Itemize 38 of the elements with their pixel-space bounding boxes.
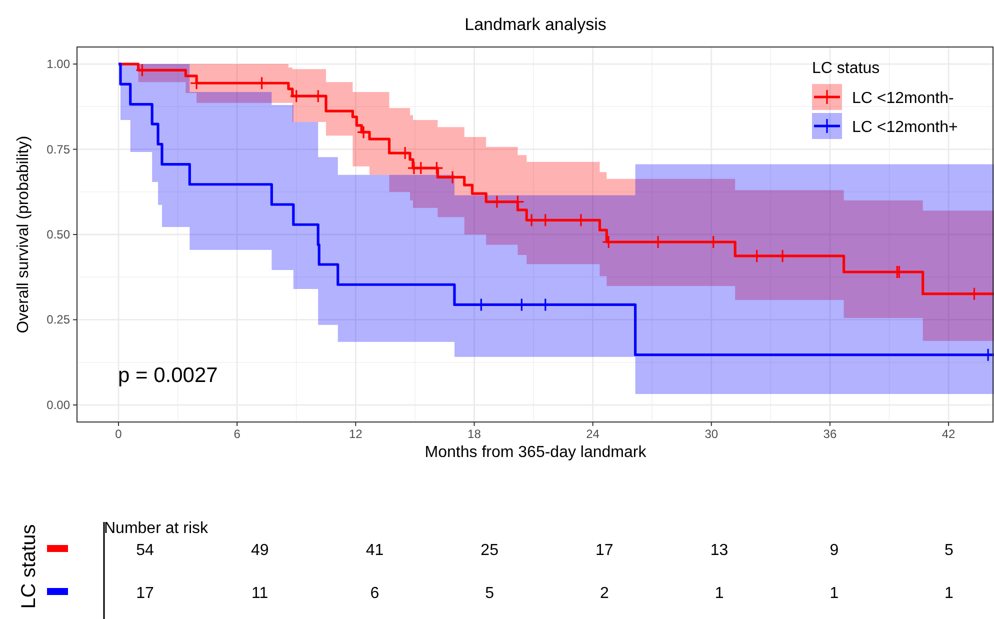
y-axis-title: LC status [18,524,40,609]
x-tick-label: 6 [234,427,241,441]
data-label: 54 [136,542,154,559]
data-label: 5 [485,585,494,602]
data-label: 1 [830,585,839,602]
data-label: 2 [600,585,609,602]
y-axis-title: Overall survival (probability) [15,136,32,334]
data-label: 41 [366,542,384,559]
y-tick-label: 0.75 [46,142,70,156]
x-tick-label: 12 [348,427,363,441]
legend-label: LC <12month+ [852,119,958,136]
chart-title: Landmark analysis [464,15,606,34]
y-tick-label: 1.00 [46,57,70,72]
y-tick-label: 0.00 [46,398,70,412]
data-label: 25 [480,542,499,559]
legend-title: LC status [812,60,880,77]
data-label: 17 [136,585,154,602]
data-label: 1 [714,585,724,602]
annotation: p = 0.0027 [118,364,218,387]
legend-label: LC <12month- [852,90,954,107]
data-label: 6 [370,585,380,602]
data-label: 49 [250,542,269,559]
data-label: 11 [252,585,268,602]
x-tick-label: 24 [586,427,600,441]
data-label: 1 [944,585,954,602]
y-tick-label: 0.50 [46,228,70,242]
x-tick-label: 0 [115,427,122,441]
x-tick-label: 42 [942,427,956,441]
data-label: 5 [944,542,954,559]
x-axis-title: Months from 365-day landmark [424,444,648,461]
data-label: 17 [596,542,614,559]
x-tick-label: 18 [468,427,482,441]
data-label: 9 [830,542,839,559]
data-label: 13 [710,542,728,559]
x-tick-label: 30 [704,427,718,441]
chart-title: Number at risk [104,520,210,537]
y-tick-label: 0.25 [46,312,70,327]
x-tick-label: 36 [823,427,837,441]
